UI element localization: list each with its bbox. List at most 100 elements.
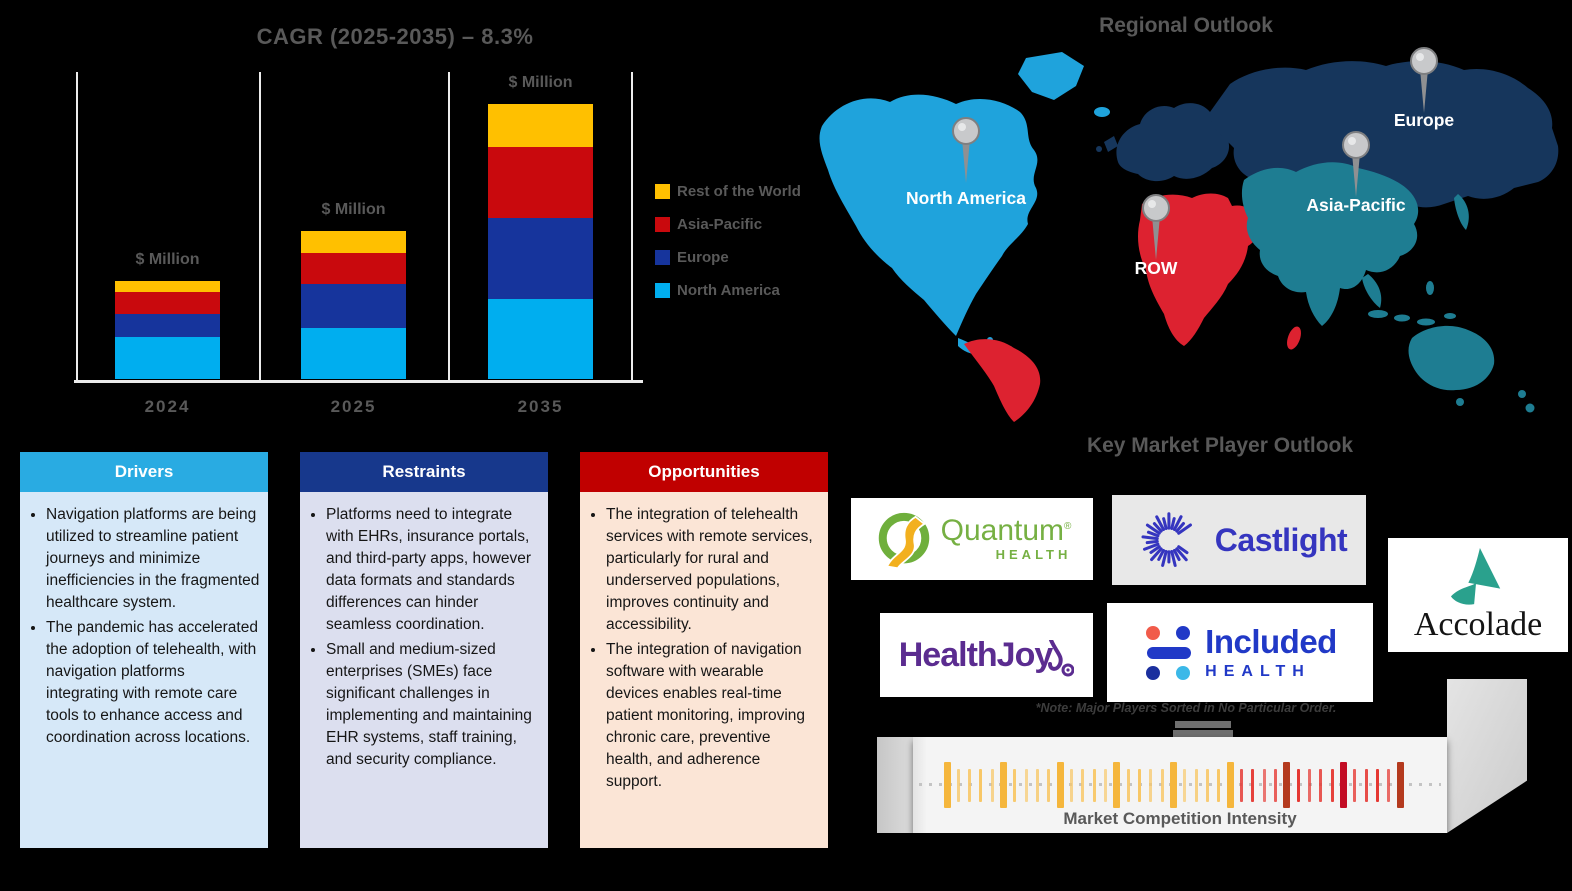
region-iceland [1094,107,1110,117]
castlight-sunburst-ray [1149,547,1163,562]
quantum-health-icon [878,512,929,570]
quantum-health-sub: HEALTH [995,547,1072,562]
region-indonesia [1394,314,1410,322]
market-size-chart: $ Million 2024 $ Million 2025 $ Million … [74,72,643,416]
castlight-wordmark: Castlight [1214,521,1348,558]
intensity-bar [1340,762,1348,808]
world-map: North America Europe Asia-Pacific ROW [812,46,1568,430]
region-australia [1408,325,1495,391]
intensity-bar [1217,768,1221,802]
accolade-icon [1450,548,1501,605]
region-asia [1241,162,1419,326]
intensity-bar [968,768,972,802]
map-pin-europe: Europe [1394,47,1454,130]
players-note: *Note: Major Players Sorted in No Partic… [1035,701,1337,715]
region-north-america [819,94,1038,336]
castlight-sunburst-ray [1146,530,1160,538]
intensity-bar [1353,768,1357,802]
bar-stack [301,231,406,379]
castlight-sunburst-ray [1152,522,1163,533]
included-wordmark: Included [1205,622,1337,660]
healthjoy-stethoscope-icon [1048,640,1075,677]
bar-segment-asia-pacific [301,253,406,284]
included-health-sub: HEALTH [1205,662,1311,680]
legend-item: Rest of the World [655,182,801,200]
intensity-bar [1081,768,1085,802]
legend-swatch-asia-pacific [655,216,670,232]
intensity-meter: Market Competition Intensity [913,737,1447,833]
region-south-america [964,339,1041,422]
bar-segment-rest-of-the-world [488,104,593,147]
intensity-bar [1251,768,1255,802]
region-madagascar [1287,326,1301,350]
castlight-sunburst-ray [1149,545,1161,554]
bar-stack [115,281,220,379]
ribbon-left-fold [877,737,913,833]
legend-item: North America [655,281,801,299]
bar-segment-north-america [301,328,406,379]
legend-label: Rest of the World [677,182,801,200]
castlight-sunburst-ray [1172,515,1183,532]
intensity-bar [1296,768,1300,802]
logo-quantum-health: Quantum® HEALTH [851,498,1093,580]
castlight-sunburst-ray [1170,517,1176,531]
map-pin-north-america: North America [906,117,1026,208]
drivers-header: Drivers [20,452,268,492]
region-southeast-asia [1362,274,1382,308]
included-health-icon [1146,625,1192,680]
region-russia [1210,61,1559,208]
intensity-bar [1194,768,1198,802]
castlight-sunburst-ray [1160,549,1168,567]
intensity-bar [1056,762,1064,808]
region-greenland [1018,52,1084,100]
intensity-bar [990,768,994,802]
map-pin-label: North America [906,188,1026,208]
legend-swatch-rest-of-world [655,183,670,199]
restraint-bullet: Small and medium-sized enterprises (SMEs… [326,639,540,771]
chart-title: CAGR (2025-2035) – 8.3% [256,24,534,49]
accolade-wordmark: Accolade [1413,606,1543,643]
intensity-bar [1160,768,1164,802]
logo-accolade: Accolade [1388,538,1568,652]
intensity-bar [1330,768,1334,802]
castlight-sunburst-ray [1176,523,1192,535]
bar-segment-asia-pacific [488,147,593,218]
logo-included-health: Included HEALTH [1107,603,1373,702]
intensity-bar [1126,768,1130,802]
chart-gridline [448,72,450,381]
intensity-bar [1308,768,1312,802]
region-indonesia [1417,318,1435,326]
intensity-bar [1364,768,1368,802]
intensity-bar [1000,762,1008,808]
intensity-bar [1396,762,1404,808]
intensity-label: Market Competition Intensity [1063,809,1297,828]
bar-segment-north-america [488,299,593,379]
bar-segment-europe [301,284,406,328]
region-philippines [1426,281,1434,295]
intensity-bar [1170,762,1178,808]
map-pin-label: Asia-Pacific [1306,195,1405,215]
opportunity-bullet: The integration of navigation software w… [606,639,820,793]
legend-swatch-europe [655,249,670,265]
intensity-bar [1149,768,1153,802]
restraints-body: Platforms need to integrate with EHRs, i… [300,492,548,848]
drivers-body: Navigation platforms are being utilized … [20,492,268,848]
intensity-bar [1013,768,1017,802]
intensity-bar [1206,768,1210,802]
drivers-box: Drivers Navigation platforms are being u… [20,452,268,848]
castlight-sunburst-ray [1157,548,1165,561]
intensity-bar [1226,762,1234,808]
legend-label: North America [677,281,780,299]
region-new-zealand [1525,403,1535,413]
map-title: Regional Outlook [1099,14,1273,37]
intensity-dotted-line [919,783,1441,786]
intensity-bar [1319,768,1323,802]
castlight-sunburst-ray [1161,517,1168,531]
pointer-arrow-bar [1175,721,1231,728]
x-tick-label: 2024 [144,397,191,416]
logo-healthjoy: HealthJoy [880,613,1093,697]
bar-segment-rest-of-the-world [115,281,220,292]
opportunities-header: Opportunities [580,452,828,492]
intensity-bar [1274,768,1278,802]
